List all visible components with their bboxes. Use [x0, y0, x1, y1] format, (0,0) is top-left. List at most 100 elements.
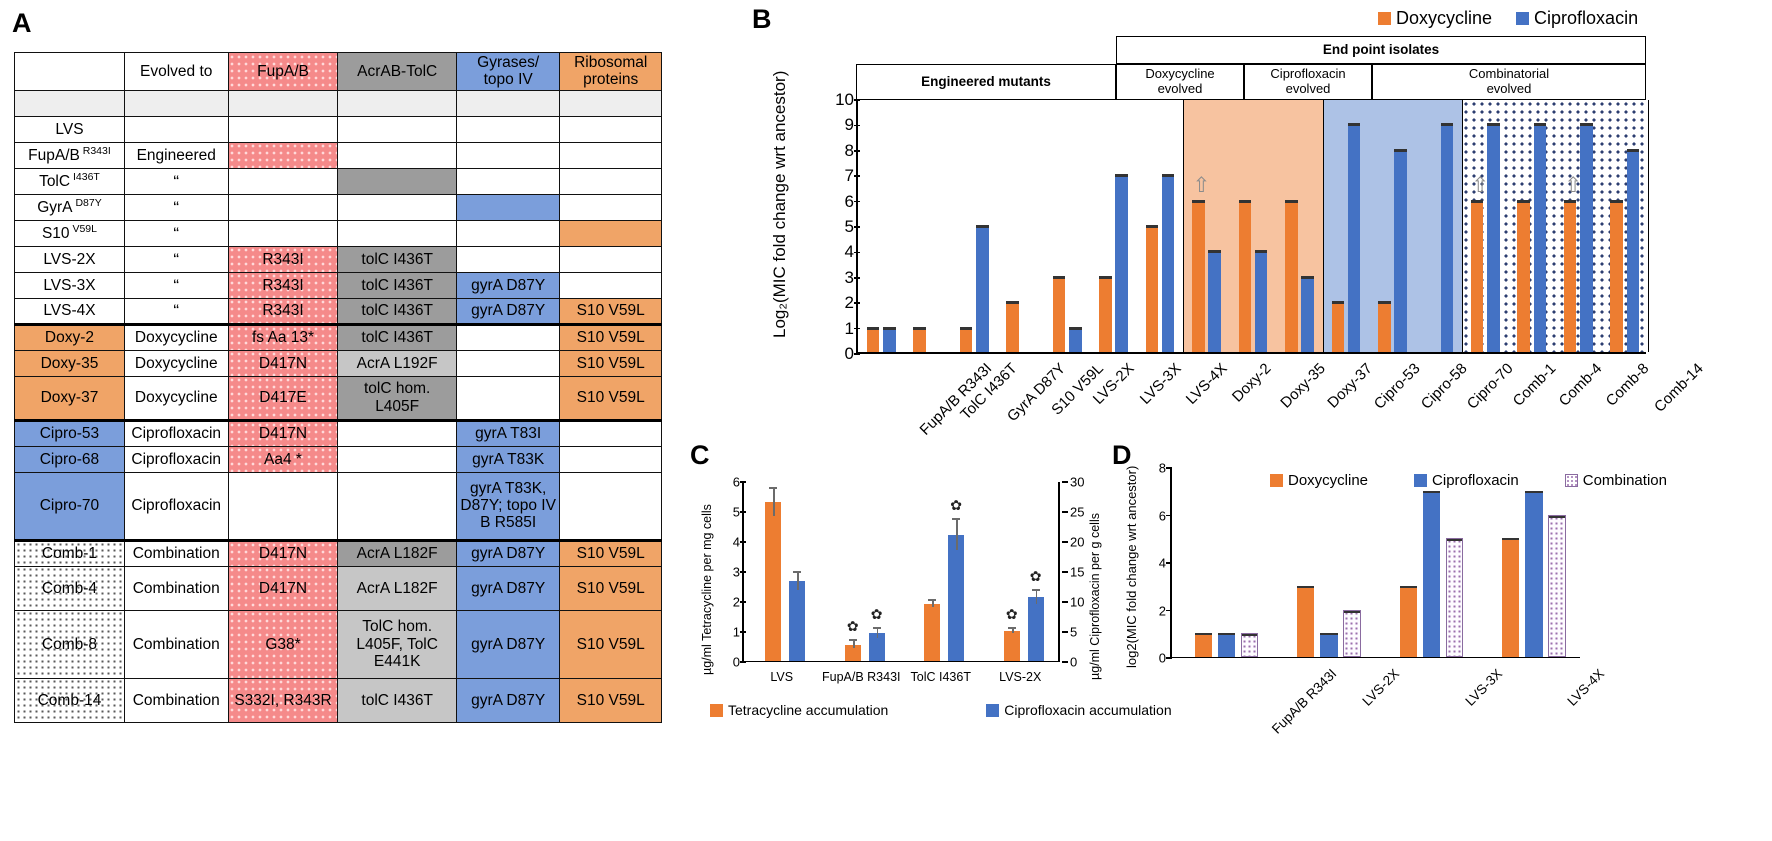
axis-tick-mark — [740, 601, 746, 603]
error-bar — [932, 601, 934, 607]
bar-cap — [1217, 633, 1236, 636]
table-row: LVS-4X “R343I tolC I436T gyrA D87Y S10 V59L — [14, 297, 662, 326]
bar-ciprofloxacin — [1525, 490, 1543, 657]
panel-d-letter: D — [1112, 440, 1132, 470]
table-cell-evolved-to: Ciprofloxacin — [123, 471, 229, 542]
table-row: S10 V59L “ — [14, 219, 662, 247]
bar-cap — [1068, 326, 1082, 330]
table-cell-gyrase — [455, 322, 561, 351]
bar-ciprofloxacin — [1626, 148, 1640, 352]
header-evolved-to: Evolved to — [123, 52, 229, 91]
panel-d: Doxycycline Ciprofloxacin Combination lo… — [1110, 440, 1760, 740]
axis-tick-label: 15 — [1070, 564, 1085, 580]
axis-tick-mark — [1166, 514, 1172, 517]
bar-cap — [1470, 199, 1484, 203]
table-spacer-row — [14, 89, 662, 117]
table-cell-acrab: tolC I436T — [337, 271, 457, 299]
bar-ciprofloxacin — [1217, 633, 1236, 657]
bar-cap — [1533, 123, 1547, 127]
axis-tick-mark — [1062, 601, 1068, 603]
group-header-combinatorial-evolved: Combinatorial evolved — [1372, 64, 1646, 100]
bar-doxycycline — [1145, 225, 1159, 352]
table-cell-acrab — [337, 167, 457, 195]
bar-ciprofloxacin — [1422, 490, 1441, 657]
table-cell-strain: Doxy-2 — [14, 322, 125, 351]
bar-cap — [913, 326, 926, 330]
superscript-mutation: R343I — [79, 144, 111, 157]
bar-doxycycline — [1297, 585, 1315, 657]
panel-c-ylabel-right-text: µg/ml Ciprofloxacin per g cells — [1088, 513, 1102, 680]
bar-doxycycline — [959, 326, 973, 352]
x-axis-label: LVS-2X — [999, 670, 1042, 684]
axis-tick-mark — [1062, 571, 1068, 573]
bar-doxycycline — [1238, 199, 1252, 352]
table-cell-evolved-to: Combination — [123, 677, 229, 723]
panel-b-legend: Doxycycline Ciprofloxacin — [1378, 8, 1638, 29]
table-cell-strain: Comb-14 — [14, 677, 125, 723]
superscript-mutation: I436T — [70, 170, 100, 183]
table-row: LVS-3X “R343I tolC I436T gyrA D87Y — [14, 271, 662, 299]
superscript-mutation: D87Y — [72, 196, 102, 209]
table-cell-acrab: tolC hom. L405F — [337, 375, 457, 422]
table-header-row: Evolved to FupA/B AcrAB-TolC Gyrases/top… — [14, 52, 662, 91]
panel-c-y-ticks-right: 0 5 10 15 20 25 30 — [1062, 475, 1088, 670]
error-bar — [852, 640, 855, 649]
axis-tick-mark — [1166, 657, 1172, 659]
table-body: LVS FupA/B R343I Engineered TolC I436T “GyrA… — [14, 89, 662, 723]
axis-tick-label: 0 — [732, 654, 740, 670]
legend-item-ciprofloxacin: Ciprofloxacin — [1516, 8, 1638, 29]
legend-label-tetracycline: Tetracycline accumulation — [728, 702, 889, 718]
table-cell-strain: Comb-1 — [14, 538, 125, 567]
group-header-doxy-evolved: Doxycycline evolved — [1116, 64, 1244, 100]
table-cell-fupab: D417N — [227, 565, 339, 611]
bar-cap — [1115, 174, 1128, 178]
table-cell-gyrase: gyrA T83I — [455, 418, 561, 447]
bar-cap — [1241, 634, 1258, 637]
bar-cap — [1549, 515, 1565, 518]
bar-cap — [1517, 199, 1530, 203]
table-cell-fupab: fs Aa 13* — [227, 322, 339, 351]
axis-tick-mark — [1166, 609, 1172, 612]
table-cell-evolved-to — [123, 115, 229, 143]
legend-label-d-combination: Combination — [1582, 472, 1667, 489]
table-cell-strain: Doxy-37 — [14, 375, 125, 422]
bar-cap — [976, 225, 989, 228]
significance-marker: ✿ — [950, 497, 962, 513]
bar-ciprofloxacin — [1115, 174, 1128, 352]
group-header-cipro-evolved: Ciprofloxacin evolved — [1244, 64, 1372, 100]
table-cell-evolved-to: Combination — [123, 538, 229, 567]
error-bar-cap — [1007, 627, 1016, 629]
spacer-cell — [455, 89, 561, 117]
axis-tick-label: 4 — [1158, 555, 1166, 571]
bar-combination — [1548, 514, 1566, 657]
bar-tetracycline — [765, 502, 782, 661]
table-cell-gyrase — [455, 349, 561, 377]
x-axis-label: Cipro-58 — [1417, 360, 1471, 413]
axis-tick-label: 6 — [732, 474, 740, 490]
table-cell-gyrase: gyrA T83K — [455, 445, 561, 473]
table-cell-fupab: Aa4 * — [227, 445, 339, 473]
table-cell-strain: LVS-4X — [14, 297, 125, 326]
x-axis-label: LVS-3X — [1136, 360, 1185, 408]
legend-swatch-d-doxycycline — [1270, 474, 1283, 487]
table-cell-acrab: AcrA L182F — [337, 538, 457, 567]
table-cell-acrab: TolC hom. L405F, TolC E441K — [337, 609, 457, 679]
panel-c-ylabel-left-text: µg/ml Tetracycline per mg cells — [700, 504, 714, 675]
table-cell-gyrase — [455, 245, 561, 273]
legend-item-d-doxycycline: Doxycycline — [1270, 472, 1368, 489]
bar-ciprofloxacin — [1254, 250, 1268, 352]
bar-cap — [1099, 275, 1112, 279]
axis-tick-label: 5 — [844, 217, 854, 236]
bar-doxycycline — [1470, 199, 1484, 352]
up-arrow-icon: ⇧ — [1564, 173, 1582, 197]
mutation-table: Evolved to FupA/B AcrAB-TolC Gyrases/top… — [14, 52, 662, 723]
table-row: Cipro-53 Ciprofloxacin D417N gyrA T83I — [14, 418, 662, 447]
axis-tick-mark — [1062, 631, 1068, 633]
axis-tick-mark — [854, 150, 860, 152]
table-cell-fupab — [227, 219, 339, 247]
bar-cap — [1238, 199, 1252, 203]
legend-swatch-ciprofloxacin — [1516, 12, 1530, 25]
bar-ciprofloxacin — [1440, 123, 1454, 352]
table-cell-evolved-to: Doxycycline — [123, 349, 229, 377]
bar-cap — [1610, 199, 1623, 203]
